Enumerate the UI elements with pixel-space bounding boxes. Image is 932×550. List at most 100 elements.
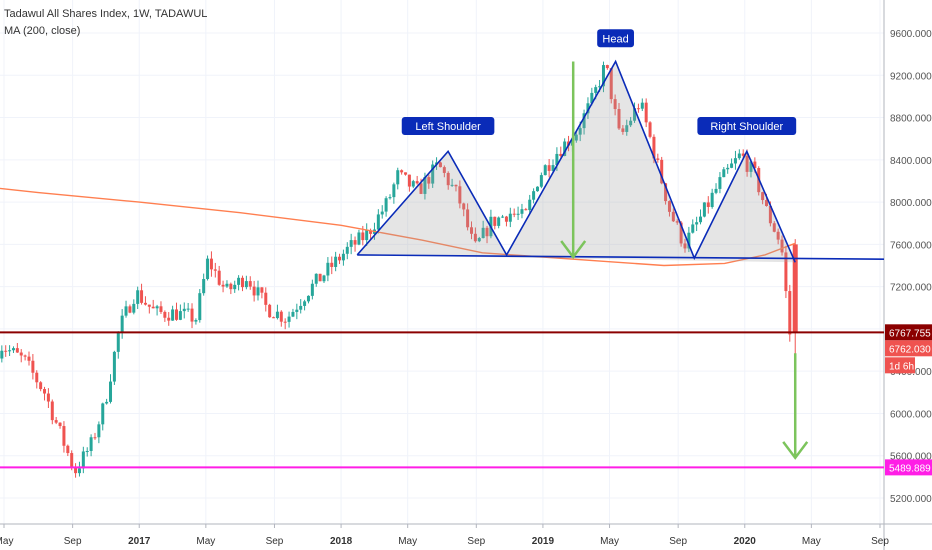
candle-body xyxy=(39,382,43,390)
candle-body xyxy=(318,273,322,282)
candle-body xyxy=(291,311,295,317)
x-tick-label: 2019 xyxy=(532,536,555,547)
candle-body xyxy=(590,92,594,104)
candle-body xyxy=(497,217,501,226)
candle-body xyxy=(283,321,287,323)
candle-body xyxy=(702,202,706,217)
candle-body xyxy=(625,125,629,132)
candle-body xyxy=(349,240,353,247)
pattern-outline xyxy=(356,59,796,263)
candle-body xyxy=(710,192,714,207)
candle-body xyxy=(109,381,113,402)
y-tick-label: 5200.000 xyxy=(890,494,932,505)
candle-body xyxy=(54,420,58,423)
x-tick-label: Sep xyxy=(871,536,889,547)
candle-body xyxy=(202,279,206,294)
y-tick-label: 6000.000 xyxy=(890,409,932,420)
candle-body xyxy=(714,188,718,193)
candle-body xyxy=(85,450,89,452)
candle-body xyxy=(772,223,776,232)
candle-body xyxy=(31,360,35,373)
candle-body xyxy=(532,191,536,200)
candle-body xyxy=(493,216,497,226)
candle-body xyxy=(43,389,47,394)
price-tag-label: 6767.755 xyxy=(889,328,931,339)
candle-body xyxy=(431,164,435,184)
candle-body xyxy=(555,153,559,166)
candle-body xyxy=(427,177,431,184)
candle-body xyxy=(481,227,485,239)
x-tick-label: Sep xyxy=(266,536,284,547)
y-tick-label: 8400.000 xyxy=(890,156,932,167)
pattern-fill xyxy=(357,61,796,263)
candle-body xyxy=(345,246,349,254)
candle-body xyxy=(633,108,637,121)
candle-body xyxy=(70,453,74,468)
candle-body xyxy=(458,186,462,204)
candle-body xyxy=(737,153,741,159)
candle-body xyxy=(163,311,167,318)
candle-body xyxy=(520,209,524,214)
candle-body xyxy=(35,372,39,383)
candle-body xyxy=(252,286,256,296)
candle-body xyxy=(454,184,458,187)
candle-body xyxy=(314,273,318,284)
countdown-label: 1d 6h xyxy=(889,361,914,372)
candle-body xyxy=(621,128,625,132)
price-tag-bg xyxy=(885,340,932,357)
candle-body xyxy=(652,136,656,159)
candle-body xyxy=(726,167,730,170)
candle-body xyxy=(182,308,186,312)
neckline xyxy=(357,254,885,260)
chart-title: Tadawul All Shares Index, 1W, TADAWUL xyxy=(4,8,208,20)
pattern-label: Head xyxy=(602,33,628,45)
candle-body xyxy=(477,238,481,242)
x-tick-label: May xyxy=(196,536,215,547)
candle-body xyxy=(594,87,598,93)
candle-body xyxy=(765,200,769,207)
candle-body xyxy=(695,222,699,225)
candle-body xyxy=(559,153,563,156)
candle-body xyxy=(462,203,466,210)
candle-body xyxy=(636,108,640,110)
candle-body xyxy=(89,437,93,451)
indicator-label: MA (200, close) xyxy=(4,25,81,37)
candle-body xyxy=(675,221,679,223)
candle-body xyxy=(749,161,753,172)
candle-body xyxy=(415,181,419,184)
candle-body xyxy=(400,170,404,173)
candle-body xyxy=(58,422,62,427)
candle-body xyxy=(256,287,260,296)
candle-body xyxy=(198,293,202,321)
candle-body xyxy=(11,348,15,351)
candle-body xyxy=(190,308,194,322)
candle-body xyxy=(660,159,664,184)
candle-body xyxy=(334,256,338,267)
candle-body xyxy=(128,306,132,313)
candle-body xyxy=(586,103,590,114)
candle-body xyxy=(23,355,27,357)
candle-body xyxy=(524,209,528,211)
target-arrow-2-head xyxy=(782,441,809,460)
candle-body xyxy=(50,401,54,421)
candle-body xyxy=(683,243,687,249)
pattern-label-bg xyxy=(401,117,495,135)
candle-body xyxy=(120,315,124,333)
candle-body xyxy=(287,316,291,322)
candle-body xyxy=(753,161,757,169)
candle-body xyxy=(380,211,384,215)
candle-body xyxy=(295,309,299,312)
candle-body xyxy=(516,213,520,215)
candle-body xyxy=(539,175,543,187)
candle-body xyxy=(248,281,252,287)
y-tick-label: 9600.000 xyxy=(890,29,932,40)
candle-body xyxy=(551,165,555,171)
candle-body xyxy=(74,467,78,474)
x-tick-label: Sep xyxy=(467,536,485,547)
candle-body xyxy=(706,202,710,207)
candle-body xyxy=(178,311,182,320)
candle-body xyxy=(473,233,477,242)
candle-body xyxy=(206,258,210,280)
